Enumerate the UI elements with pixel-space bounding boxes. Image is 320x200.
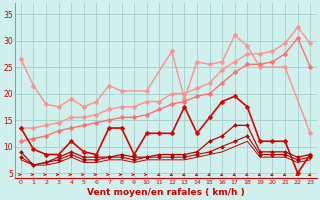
X-axis label: Vent moyen/en rafales ( km/h ): Vent moyen/en rafales ( km/h )	[87, 188, 244, 197]
